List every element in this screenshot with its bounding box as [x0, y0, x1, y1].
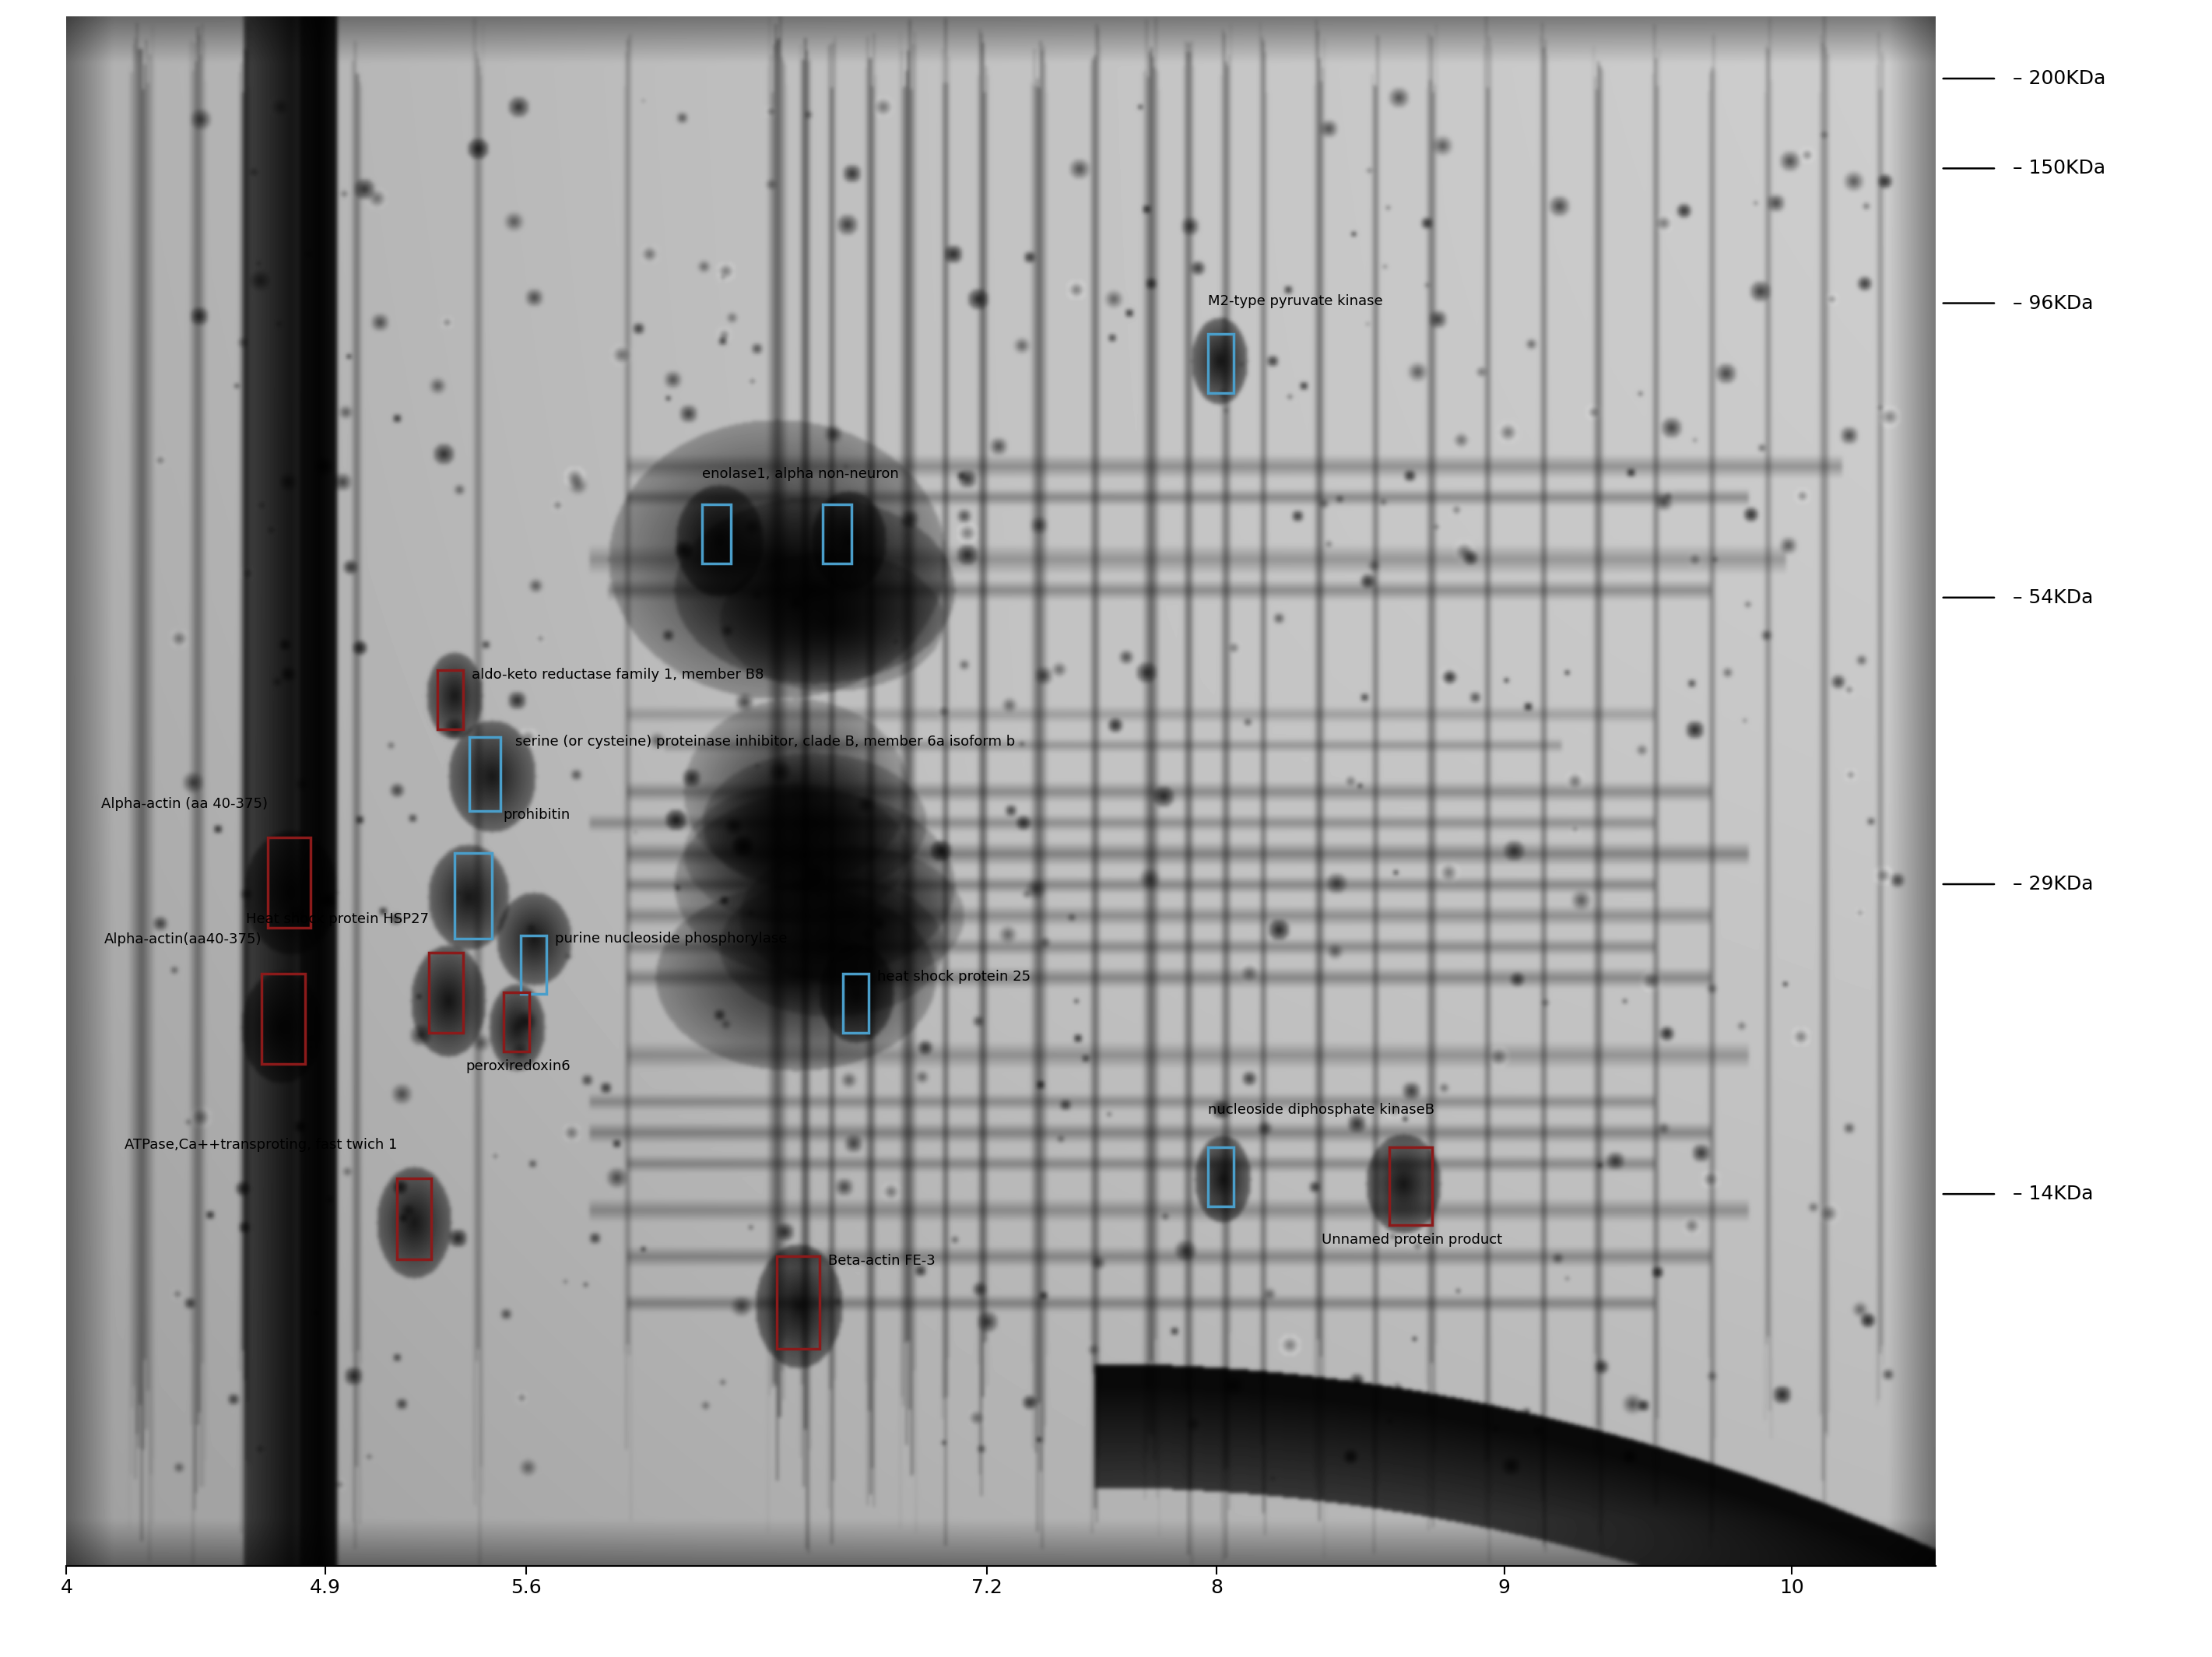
- Text: – 54KDa: – 54KDa: [2013, 588, 2093, 606]
- Text: Heat shock protein HSP27: Heat shock protein HSP27: [246, 911, 429, 926]
- Text: – 150KDa: – 150KDa: [2013, 159, 2106, 177]
- Text: purine nucleoside phosphorylase: purine nucleoside phosphorylase: [555, 931, 787, 946]
- Text: enolase1, alpha non-neuron: enolase1, alpha non-neuron: [701, 467, 898, 481]
- Bar: [469, 737, 500, 812]
- Text: nucleoside diphosphate kinaseB: nucleoside diphosphate kinaseB: [1208, 1102, 1433, 1117]
- Bar: [429, 953, 462, 1032]
- Text: – 29KDa: – 29KDa: [2013, 875, 2093, 893]
- Text: – 96KDa: – 96KDa: [2013, 293, 2093, 313]
- Text: heat shock protein 25: heat shock protein 25: [878, 969, 1031, 984]
- Bar: [1208, 1148, 1234, 1206]
- Bar: [438, 671, 462, 729]
- Text: – 200KDa: – 200KDa: [2013, 70, 2106, 88]
- Bar: [261, 974, 305, 1064]
- Text: M2-type pyruvate kinase: M2-type pyruvate kinase: [1208, 293, 1382, 308]
- Bar: [520, 935, 546, 994]
- Bar: [776, 1256, 821, 1349]
- Text: ATPase,Ca++transproting, fast twich 1: ATPase,Ca++transproting, fast twich 1: [124, 1138, 398, 1152]
- Text: Alpha-actin(aa40-375): Alpha-actin(aa40-375): [104, 933, 261, 946]
- Bar: [701, 505, 730, 563]
- Bar: [1389, 1148, 1433, 1225]
- Text: prohibitin: prohibitin: [504, 809, 571, 822]
- Bar: [843, 974, 869, 1032]
- Text: Beta-actin FE-3: Beta-actin FE-3: [830, 1254, 936, 1268]
- Text: Alpha-actin (aa 40-375): Alpha-actin (aa 40-375): [102, 797, 268, 812]
- Bar: [398, 1178, 431, 1259]
- Text: aldo-keto reductase family 1, member B8: aldo-keto reductase family 1, member B8: [471, 668, 763, 683]
- Text: Unnamed protein product: Unnamed protein product: [1323, 1233, 1502, 1246]
- Bar: [1208, 335, 1234, 393]
- Bar: [823, 505, 852, 563]
- Bar: [453, 853, 491, 938]
- Text: – 14KDa: – 14KDa: [2013, 1185, 2093, 1203]
- Text: peroxiredoxin6: peroxiredoxin6: [465, 1059, 571, 1074]
- Bar: [504, 993, 529, 1052]
- Text: serine (or cysteine) proteinase inhibitor, clade B, member 6a isoform b: serine (or cysteine) proteinase inhibito…: [515, 734, 1015, 749]
- Bar: [268, 838, 312, 928]
